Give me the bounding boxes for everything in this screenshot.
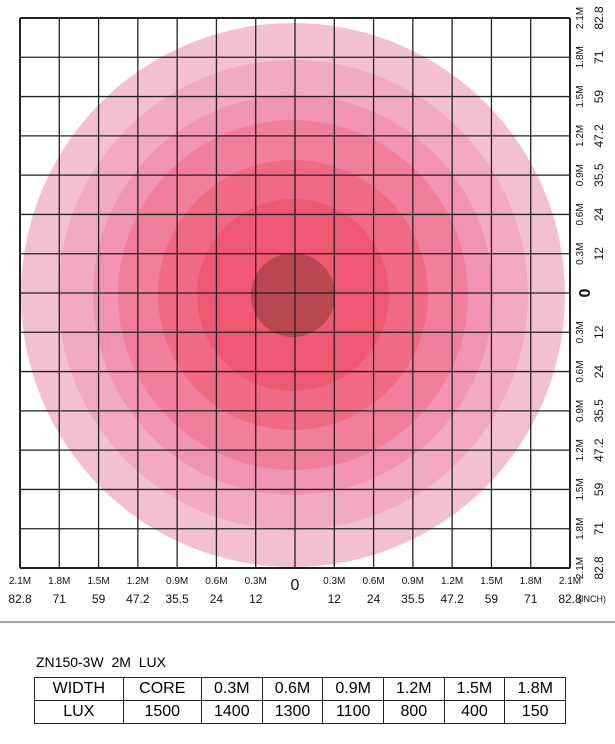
y-label-m: 0.6M <box>575 203 586 225</box>
x-label-m: 1.2M <box>441 576 463 587</box>
x-label-m: 1.8M <box>48 576 70 587</box>
y-label-in: 82.8 <box>592 6 606 30</box>
table-cell: 150 <box>504 700 566 724</box>
x-label-in: 47.2 <box>440 592 464 606</box>
y-label-in: 59 <box>592 482 606 496</box>
y-label-in: 71 <box>592 522 606 536</box>
y-label-m: 1.5M <box>575 85 586 107</box>
x-label-in: 82.8 <box>558 592 582 606</box>
y-label-in: 35.5 <box>592 163 606 187</box>
x-zero: 0 <box>291 577 300 594</box>
unit-label: (INCH) <box>578 594 606 604</box>
x-label-m: 0.6M <box>205 576 227 587</box>
x-label-in: 59 <box>485 592 499 606</box>
x-label-in: 59 <box>92 592 106 606</box>
y-label-in: 71 <box>592 50 606 64</box>
y-label-m: 0.9M <box>575 400 586 422</box>
y-label-m: 2.1M <box>575 557 586 579</box>
x-label-in: 12 <box>328 592 342 606</box>
table-cell: 1300 <box>261 700 324 724</box>
beam-circles <box>21 23 565 567</box>
y-label-in: 82.8 <box>592 556 606 580</box>
x-label-in: 35.5 <box>165 592 189 606</box>
table-title: ZN150-3W 2M LUX <box>36 654 166 670</box>
x-label-m: 1.8M <box>520 576 542 587</box>
table-cell: 1500 <box>122 700 202 724</box>
x-label-m: 0.9M <box>166 576 188 587</box>
x-label-m: 1.2M <box>127 576 149 587</box>
table-cell: 0.9M <box>322 677 384 701</box>
y-label-m: 1.8M <box>575 46 586 68</box>
x-label-in: 35.5 <box>401 592 425 606</box>
lux-table: WIDTH CORE 0.3M 0.6M 0.9M 1.2M 1.5M 1.8M LUX 1500… <box>34 677 566 724</box>
table-cell: 0.3M <box>200 677 263 701</box>
x-label-m: 1.5M <box>87 576 109 587</box>
table-cell: 1.8M <box>504 677 566 701</box>
y-label-m: 1.8M <box>575 518 586 540</box>
x-label-m: 2.1M <box>559 576 581 587</box>
y-label-m: 0.9M <box>575 164 586 186</box>
x-label-m: 0.9M <box>402 576 424 587</box>
x-label-in: 47.2 <box>126 592 150 606</box>
y-label-in: 12 <box>592 247 606 261</box>
x-label-in: 71 <box>53 592 67 606</box>
table-cell: CORE <box>122 677 202 701</box>
table-cell: 1.5M <box>443 677 506 701</box>
x-label-in: 24 <box>367 592 381 606</box>
y-label-m: 1.2M <box>575 439 586 461</box>
table-cell: LUX <box>34 700 124 724</box>
table-cell: 1400 <box>200 700 263 724</box>
y-label-in: 47.2 <box>592 124 606 148</box>
table-cell: 800 <box>382 700 445 724</box>
y-label-in: 47.2 <box>592 438 606 462</box>
y-label-m: 1.5M <box>575 478 586 500</box>
table-row: LUX 1500 1400 1300 1100 800 400 150 <box>34 700 566 724</box>
table-row: WIDTH CORE 0.3M 0.6M 0.9M 1.2M 1.5M 1.8M <box>34 677 566 701</box>
y-label-m: 0.3M <box>575 321 586 343</box>
x-label-m: 2.1M <box>9 576 31 587</box>
beam-diagram: 2.1M 82.8 1.8M 71 1.5M 59 1.2M 47.2 0.9M 35.5 0.6M… <box>0 6 615 623</box>
table-cell: WIDTH <box>34 677 124 701</box>
y-label-m: 2.1M <box>575 7 586 29</box>
table-cell: 1.2M <box>382 677 445 701</box>
beam-core <box>251 253 335 337</box>
x-label-in: 71 <box>524 592 538 606</box>
y-label-in: 59 <box>592 90 606 104</box>
table-cell: 400 <box>443 700 506 724</box>
x-label-m: 0.3M <box>245 576 267 587</box>
table-cell: 1100 <box>322 700 384 724</box>
y-label-m: 0.3M <box>575 243 586 265</box>
x-label-in: 12 <box>249 592 263 606</box>
y-zero: 0 <box>577 288 594 297</box>
x-label-in: 24 <box>210 592 224 606</box>
table-cell: 0.6M <box>261 677 324 701</box>
y-label-in: 12 <box>592 325 606 339</box>
y-label-in: 24 <box>592 207 606 221</box>
x-label-m: 0.6M <box>362 576 384 587</box>
x-label-in: 82.8 <box>8 592 32 606</box>
y-label-in: 24 <box>592 365 606 379</box>
y-label-m: 0.6M <box>575 360 586 382</box>
x-label-m: 1.5M <box>480 576 502 587</box>
x-label-m: 0.3M <box>323 576 345 587</box>
y-label-m: 1.2M <box>575 125 586 147</box>
y-label-in: 35.5 <box>592 399 606 423</box>
